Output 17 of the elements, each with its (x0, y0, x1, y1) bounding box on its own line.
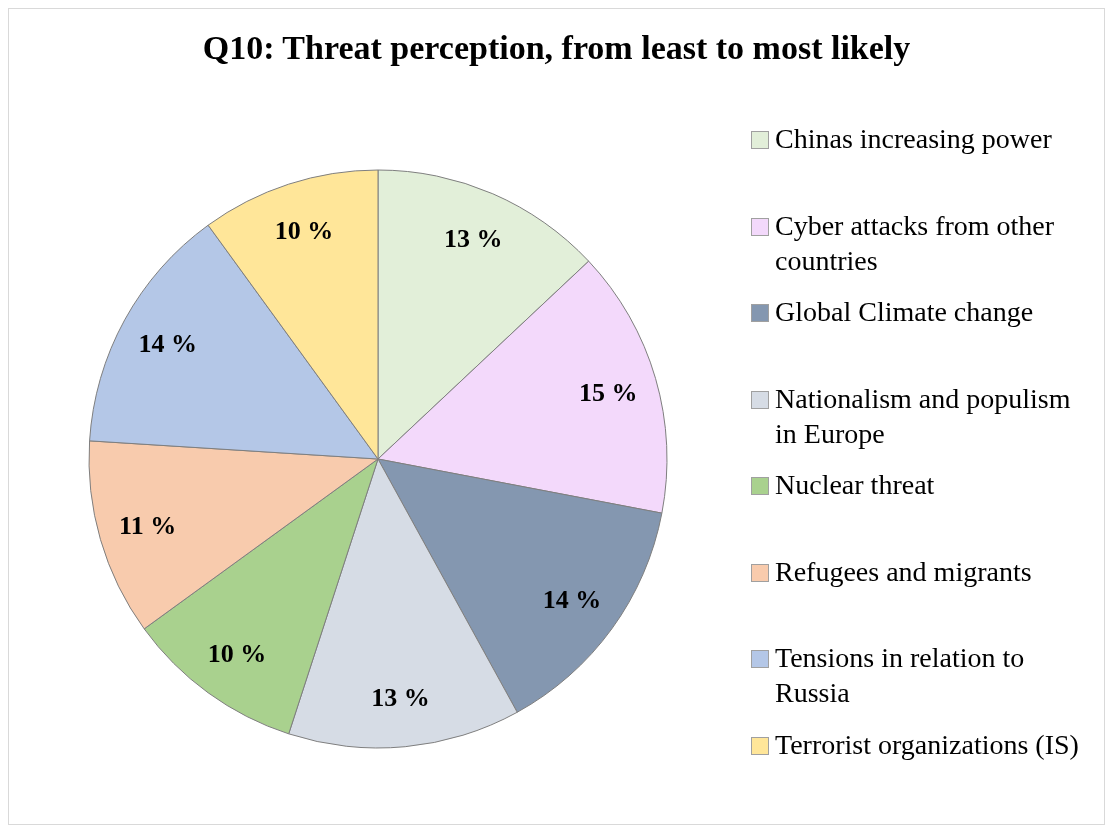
legend-label: Terrorist organizations (IS) (775, 727, 1079, 762)
data-label: 14 % (542, 585, 602, 615)
legend-label: Nuclear threat (775, 468, 935, 502)
legend-label: Nationalism and populism in Europe (775, 381, 1072, 451)
data-label: 11 % (119, 511, 177, 541)
data-label: 13 % (444, 224, 503, 254)
data-label: 10 % (274, 216, 334, 246)
data-label: 14 % (138, 328, 198, 358)
legend-label: Cyber attacks from other countries (775, 208, 1056, 278)
legend-label: Tensions in relation to Russia (775, 641, 1026, 710)
data-label: 15 % (579, 377, 638, 407)
data-label: 13 % (371, 683, 430, 713)
chart-title: Q10: Threat perception, from least to most likely (201, 29, 912, 67)
legend-label: Chinas increasing power (775, 122, 1052, 156)
data-label: 10 % (207, 638, 267, 668)
legend-label: Global Climate change (775, 295, 1034, 329)
legend-label: Refugees and migrants (775, 554, 1032, 589)
